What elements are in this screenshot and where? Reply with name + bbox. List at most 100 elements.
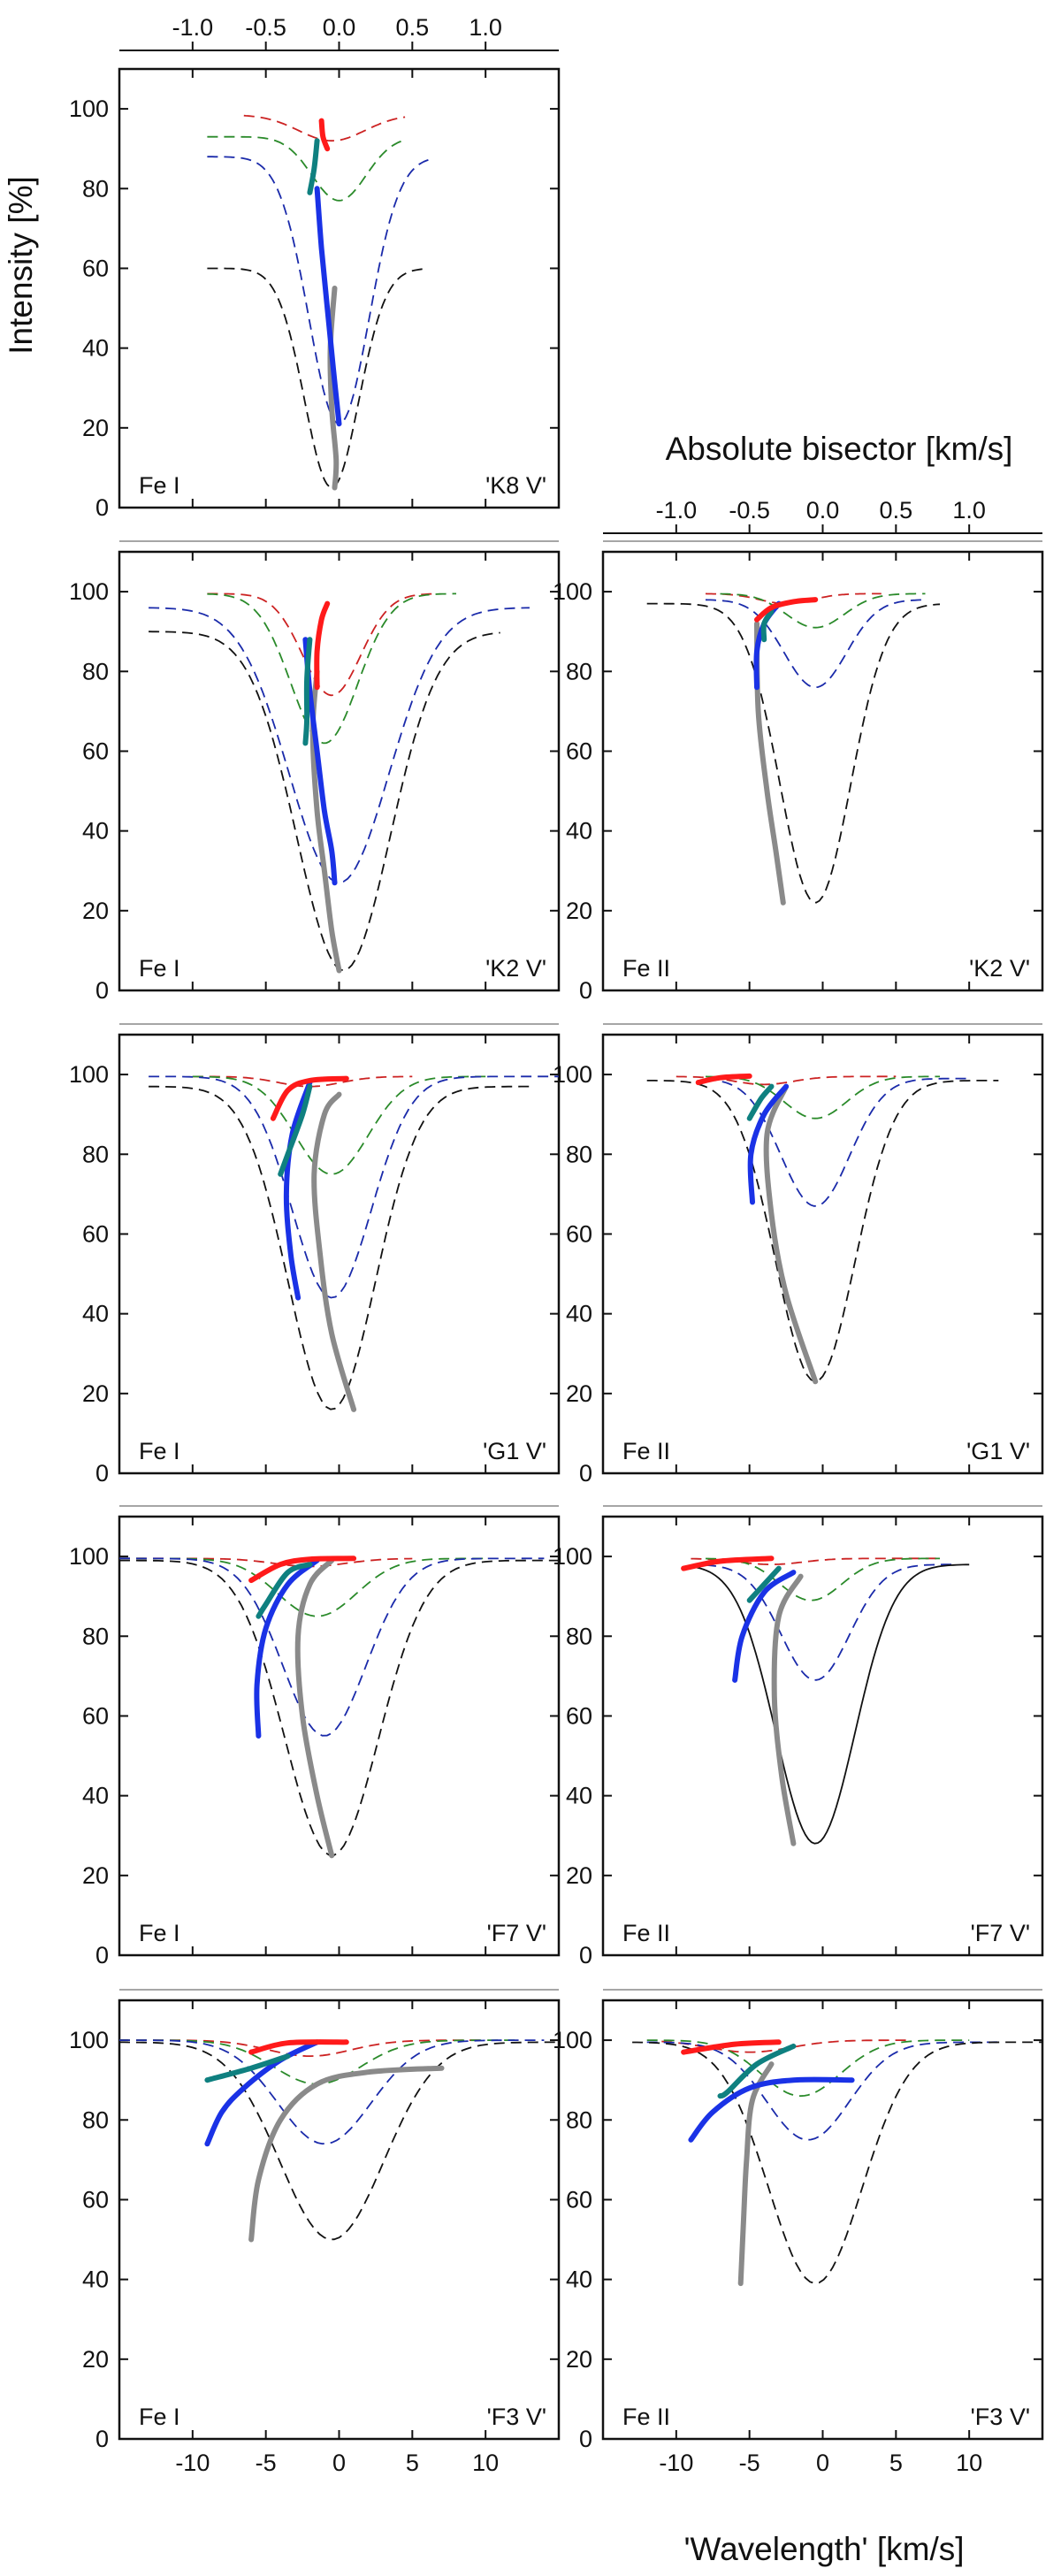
profile-line-green <box>706 1557 940 1601</box>
profile-line-green <box>720 592 926 629</box>
bisector-teal <box>746 1565 782 1603</box>
y-tick-label: 20 <box>82 1380 109 1407</box>
profile-line-red <box>119 1557 413 1568</box>
bisector-red <box>681 1556 775 1571</box>
y-tick-label: 100 <box>69 1061 109 1088</box>
bisector-blue <box>747 1083 790 1205</box>
y-tick-label: 80 <box>566 1623 592 1649</box>
panel-FeI-2: 0 20 40 60 80 100 Fe I 'G1 V' <box>69 1033 561 1487</box>
x-tick-label: -5 <box>256 2450 277 2476</box>
x-tick-label: 0 <box>816 2450 829 2476</box>
y-tick-label: 60 <box>82 1702 109 1729</box>
bisector-red <box>314 600 331 691</box>
y-tick-label: 40 <box>566 818 592 845</box>
y-tick-label: 20 <box>566 1380 592 1407</box>
y-tick-label: 40 <box>82 1783 109 1809</box>
bisector-gray <box>248 2065 445 2243</box>
profile-line-black <box>149 631 500 972</box>
star-label: 'K8 V' <box>485 472 546 499</box>
x-tick-label: 10 <box>472 2450 499 2476</box>
y-tick-label: 60 <box>82 1220 109 1247</box>
bisector-teal <box>256 1562 313 1619</box>
top-axis-left: -1.0 -0.5 0.0 0.5 1.0 <box>119 14 559 51</box>
y-tick-label: 40 <box>82 335 109 362</box>
panel-frame <box>601 1515 1044 1957</box>
profile-line-black <box>646 602 941 904</box>
profile-line-black <box>691 1563 970 1845</box>
element-label: Fe I <box>139 2404 180 2430</box>
top-axis-right: -1.0 -0.5 0.0 0.5 1.0 <box>603 497 1042 534</box>
x-tick-label: -10 <box>659 2450 693 2476</box>
bisector-teal <box>204 2053 291 2083</box>
panel-FeII-3: 0 20 40 60 80 100 Fe II 'F7 V' <box>553 1515 1044 1968</box>
panel-frame <box>601 1033 1044 1475</box>
x-tick-label: -10 <box>175 2450 210 2476</box>
element-label: Fe I <box>139 1920 180 1946</box>
panel-plot-area <box>119 1556 559 1859</box>
panel-layer: -1.0 -0.5 0.0 0.5 1.0 -1.0 -0.5 0.0 0.5 1.0 0 20 40 6… <box>69 14 1044 2476</box>
panel-plot-area <box>681 1556 970 1846</box>
y-tick-label: 60 <box>566 2186 592 2213</box>
element-label: Fe II <box>622 1438 670 1464</box>
bisector-teal <box>717 2043 797 2099</box>
element-label: Fe I <box>139 955 180 982</box>
top-axis-tick-label: 1.0 <box>952 497 986 524</box>
bisector-red <box>695 1073 752 1086</box>
y-tick-label: 20 <box>82 1862 109 1889</box>
bisector-teal <box>307 138 320 195</box>
bisector-blue <box>254 1557 320 1739</box>
element-label: Fe I <box>139 472 180 499</box>
bisector-teal <box>278 1083 313 1177</box>
y-tick-label: 0 <box>95 2426 109 2452</box>
panel-FeI-4: 0 20 40 60 80 100 -10 -5 0 5 10 Fe I 'F3 V' <box>69 1999 561 2476</box>
y-tick-label: 0 <box>579 1942 592 1968</box>
bisector-gray <box>294 1557 335 1859</box>
y-tick-label: 0 <box>579 977 592 1004</box>
y-tick-label: 20 <box>566 2346 592 2373</box>
panel-frame <box>601 1999 1044 2441</box>
profile-line-blue <box>119 1557 545 1737</box>
y-tick-label: 40 <box>566 2266 592 2293</box>
y-tick-label: 0 <box>579 1460 592 1487</box>
y-tick-label: 100 <box>69 96 109 122</box>
profile-line-green <box>119 1557 486 1617</box>
profile-line-red <box>119 2039 486 2057</box>
bisector-blue <box>283 1080 313 1301</box>
y-tick-label: 100 <box>553 2027 592 2053</box>
y-tick-label: 60 <box>82 2186 109 2213</box>
bisector-blue <box>314 186 342 427</box>
y-tick-label: 40 <box>82 818 109 845</box>
profile-line-blue <box>705 599 926 689</box>
bisector-blue <box>732 1570 797 1683</box>
profile-line-blue <box>119 2039 545 2145</box>
panel-FeII-2: 0 20 40 60 80 100 Fe II 'G1 V' <box>553 1033 1044 1487</box>
bisector-gray <box>754 621 786 906</box>
panel-frame <box>601 550 1044 992</box>
star-label: 'G1 V' <box>966 1438 1030 1464</box>
top-axis-tick-label: -0.5 <box>245 14 286 41</box>
star-label: 'G1 V' <box>483 1438 546 1464</box>
y-tick-label: 40 <box>566 1783 592 1809</box>
bisector-red <box>754 597 819 623</box>
y-tick-label: 80 <box>82 1141 109 1167</box>
y-tick-label: 0 <box>95 1942 109 1968</box>
panel-frame <box>118 1033 561 1475</box>
y-tick-label: 80 <box>566 658 592 684</box>
profile-line-red <box>192 1075 413 1088</box>
bisector-red <box>681 2039 782 2055</box>
panel-frame <box>118 67 561 509</box>
bisector-gray <box>763 1083 819 1385</box>
element-label: Fe I <box>139 1438 180 1464</box>
y-tick-label: 80 <box>82 1623 109 1649</box>
profile-line-black <box>632 2041 1042 2285</box>
bisector-red <box>248 2039 349 2055</box>
y-tick-label: 20 <box>566 898 592 924</box>
panel-plot-area <box>646 1073 999 1385</box>
x-tick-label: 10 <box>956 2450 982 2476</box>
panel-frame <box>118 1515 561 1957</box>
star-label: 'F3 V' <box>487 2404 546 2430</box>
profile-line-green <box>192 1075 486 1175</box>
y-tick-label: 100 <box>69 1543 109 1570</box>
y-axis-label: Intensity [%] <box>3 176 39 355</box>
